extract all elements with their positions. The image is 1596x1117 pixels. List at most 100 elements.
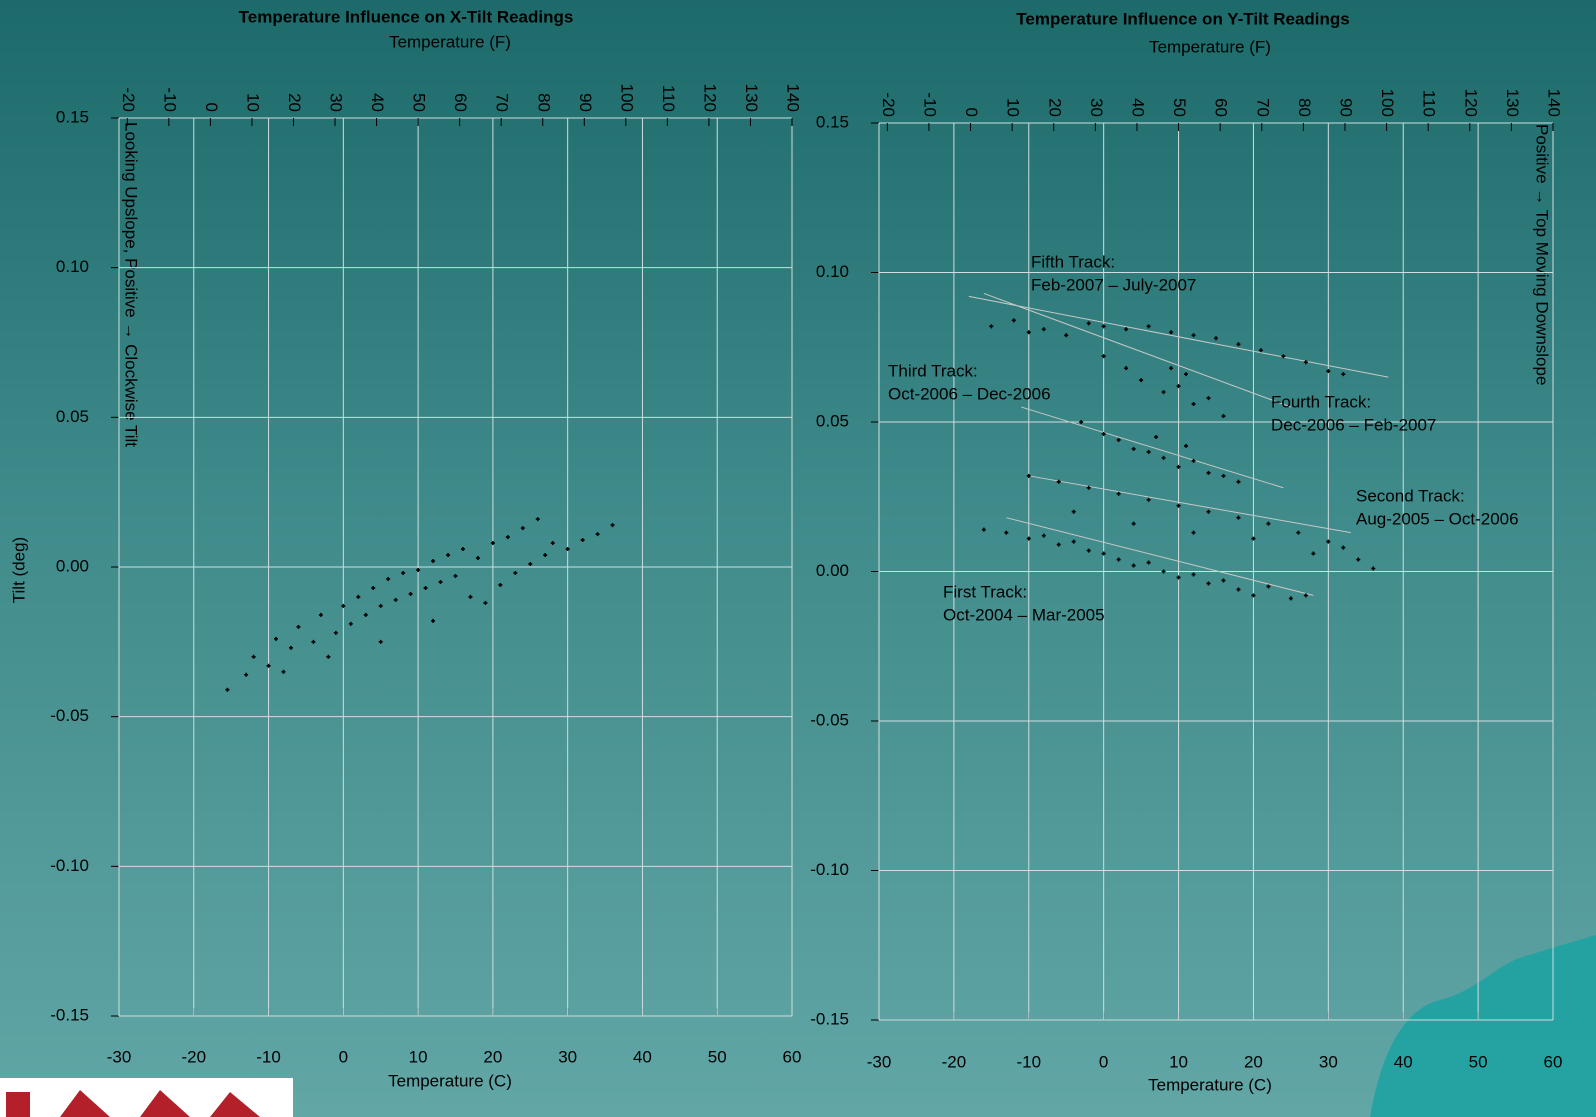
point (409, 592, 413, 596)
point (611, 523, 615, 527)
point (1057, 543, 1061, 547)
x2-tick-label: 30 (1087, 98, 1106, 117)
x2-tick-label: 50 (1170, 98, 1189, 117)
x2-tick-label: 70 (493, 93, 512, 112)
point (296, 625, 300, 629)
x-tick-label: -20 (181, 1047, 206, 1066)
point (349, 622, 353, 626)
y-tick-label: 0.10 (56, 257, 89, 276)
point (1147, 561, 1151, 565)
x-tick-label: 50 (708, 1047, 727, 1066)
point (1154, 435, 1158, 439)
point (1214, 336, 1218, 340)
point (1207, 510, 1211, 514)
point (581, 538, 585, 542)
point (1072, 510, 1076, 514)
x2-tick-label: 140 (1545, 89, 1564, 117)
point (401, 571, 405, 575)
point (1236, 480, 1240, 484)
y-tick-label: -0.05 (810, 710, 849, 729)
x-tick-label: 50 (1469, 1052, 1488, 1071)
point (1124, 366, 1128, 370)
annotation: Looking Upslope, Positive → Clockwise Ti… (122, 122, 141, 447)
y-tick-label: 0.10 (816, 262, 849, 281)
x2-tick-label: 30 (327, 93, 346, 112)
x2-tick-label: 60 (1212, 98, 1231, 117)
point (334, 631, 338, 635)
point (1064, 333, 1068, 337)
point (982, 528, 986, 532)
point (1207, 471, 1211, 475)
x2-tick-label: 80 (1295, 98, 1314, 117)
x2-tick-label: -10 (160, 87, 179, 112)
x2-tick-label: 120 (700, 84, 719, 112)
point (461, 547, 465, 551)
y-tick-label: 0.15 (816, 112, 849, 131)
x-tick-label: 40 (1394, 1052, 1413, 1071)
point (498, 583, 502, 587)
point (454, 574, 458, 578)
x-tick-label: -10 (256, 1047, 281, 1066)
point (1221, 414, 1225, 418)
track-period: Oct-2006 – Dec-2006 (888, 384, 1051, 403)
point (1177, 504, 1181, 508)
point (1371, 567, 1375, 571)
point (326, 655, 330, 659)
point (1311, 552, 1315, 556)
point (252, 655, 256, 659)
y-tick-label: 0.15 (56, 107, 89, 126)
chart-title: Temperature Influence on X-Tilt Readings (239, 7, 574, 26)
x2-tick-label: 20 (1045, 98, 1064, 117)
point (989, 324, 993, 328)
point (1169, 366, 1173, 370)
point (364, 613, 368, 617)
point (1132, 522, 1136, 526)
x2-tick-label: 10 (1004, 98, 1023, 117)
y-tick-label: 0.05 (56, 407, 89, 426)
x-tick-label: 30 (1319, 1052, 1338, 1071)
point (371, 586, 375, 590)
x-tick-label: 60 (783, 1047, 802, 1066)
x2-tick-label: 0 (962, 108, 981, 117)
point (386, 577, 390, 581)
point (1087, 549, 1091, 553)
x2-tick-label: 50 (410, 93, 429, 112)
point (1169, 330, 1173, 334)
point (1147, 498, 1151, 502)
track-label: Fifth Track: (1031, 252, 1115, 271)
y-tick-label: -0.10 (810, 860, 849, 879)
point (1132, 447, 1136, 451)
point (1192, 333, 1196, 337)
track-label: Fourth Track: (1271, 392, 1371, 411)
x2-tick-label: 60 (451, 93, 470, 112)
track-label: Third Track: (888, 361, 978, 380)
x-tick-label: 60 (1544, 1052, 1563, 1071)
x2-tick-label: 100 (617, 84, 636, 112)
point (1289, 596, 1293, 600)
point (1027, 330, 1031, 334)
point (483, 601, 487, 605)
x2-tick-label: 80 (534, 93, 553, 112)
point (521, 526, 525, 530)
point (431, 619, 435, 623)
x-tick-label: -20 (942, 1052, 967, 1071)
point (1266, 522, 1270, 526)
point (1102, 354, 1106, 358)
point (416, 568, 420, 572)
point (1117, 558, 1121, 562)
trend-line (1029, 476, 1351, 533)
x2-tick-label: 40 (368, 93, 387, 112)
point (446, 553, 450, 557)
x2-tick-label: -20 (879, 92, 898, 117)
annotation: Positive → Top Moving Downslope (1533, 124, 1552, 385)
point (1177, 465, 1181, 469)
y-tick-label: -0.15 (50, 1005, 89, 1024)
point (431, 559, 435, 563)
point (1027, 537, 1031, 541)
x2-tick-label: 120 (1461, 89, 1480, 117)
x-tick-label: 40 (633, 1047, 652, 1066)
point (225, 688, 229, 692)
point (551, 541, 555, 545)
point (528, 562, 532, 566)
point (244, 673, 248, 677)
